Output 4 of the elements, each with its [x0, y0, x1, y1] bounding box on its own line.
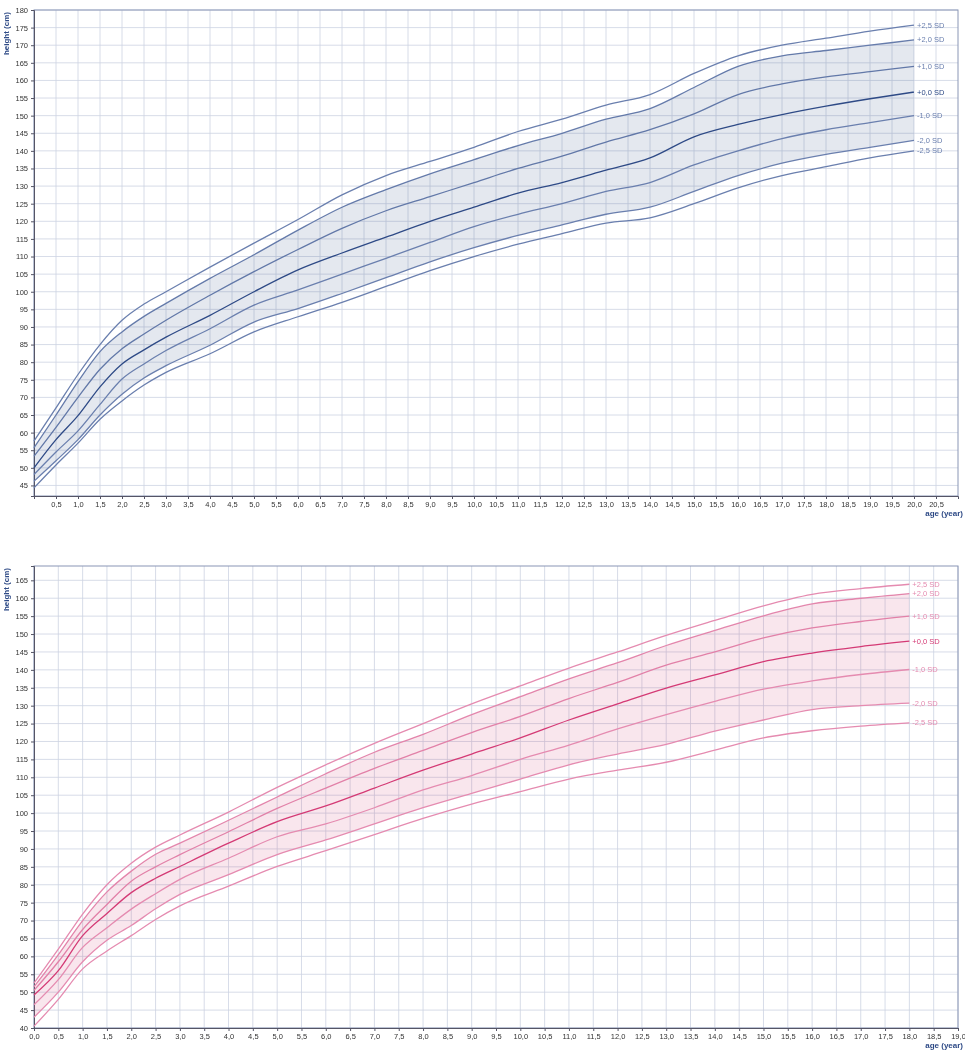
- y-axis-title: height (cm): [2, 567, 11, 612]
- y-axis-title: height (cm): [2, 11, 11, 56]
- x-axis-title: age (year): [925, 509, 964, 518]
- x-axis-title: age (year): [925, 1041, 964, 1050]
